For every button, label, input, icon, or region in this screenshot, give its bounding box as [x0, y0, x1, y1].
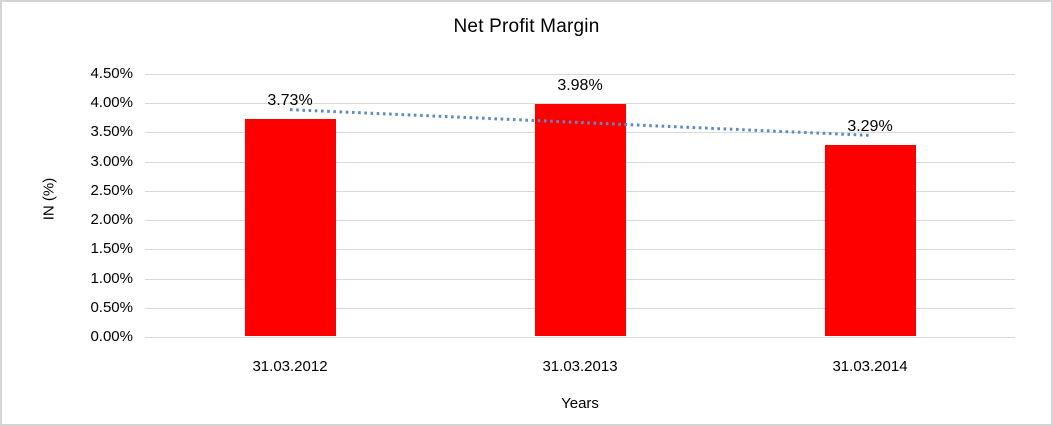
data-label: 3.98% — [557, 77, 603, 94]
bar-31.03.2013 — [535, 104, 626, 336]
y-axis-tick-label: 1.00% — [90, 270, 133, 287]
bar-31.03.2012 — [245, 119, 336, 336]
y-axis-tick-label: 2.00% — [90, 211, 133, 228]
y-axis-tick-label: 4.00% — [90, 94, 133, 111]
gridline — [145, 337, 1015, 338]
data-label: 3.29% — [847, 118, 893, 135]
data-label: 3.73% — [267, 92, 313, 109]
gridline — [145, 74, 1015, 75]
x-axis-category-label: 31.03.2013 — [542, 358, 618, 375]
x-axis-title: Years — [561, 395, 599, 412]
gridline — [145, 103, 1015, 104]
y-axis-tick-label: 2.50% — [90, 182, 133, 199]
y-axis-tick-label: 3.00% — [90, 153, 133, 170]
y-axis-tick-label: 1.50% — [90, 240, 133, 257]
y-axis-tick-label: 3.50% — [90, 123, 133, 140]
bar-31.03.2014 — [825, 145, 916, 336]
x-axis-category-label: 31.03.2012 — [252, 358, 328, 375]
y-axis-tick-label: 0.00% — [90, 328, 133, 345]
x-axis-category-label: 31.03.2014 — [832, 358, 908, 375]
y-axis-tick-label: 4.50% — [90, 65, 133, 82]
y-axis-tick-label: 0.50% — [90, 299, 133, 316]
chart-title: Net Profit Margin — [453, 16, 600, 37]
